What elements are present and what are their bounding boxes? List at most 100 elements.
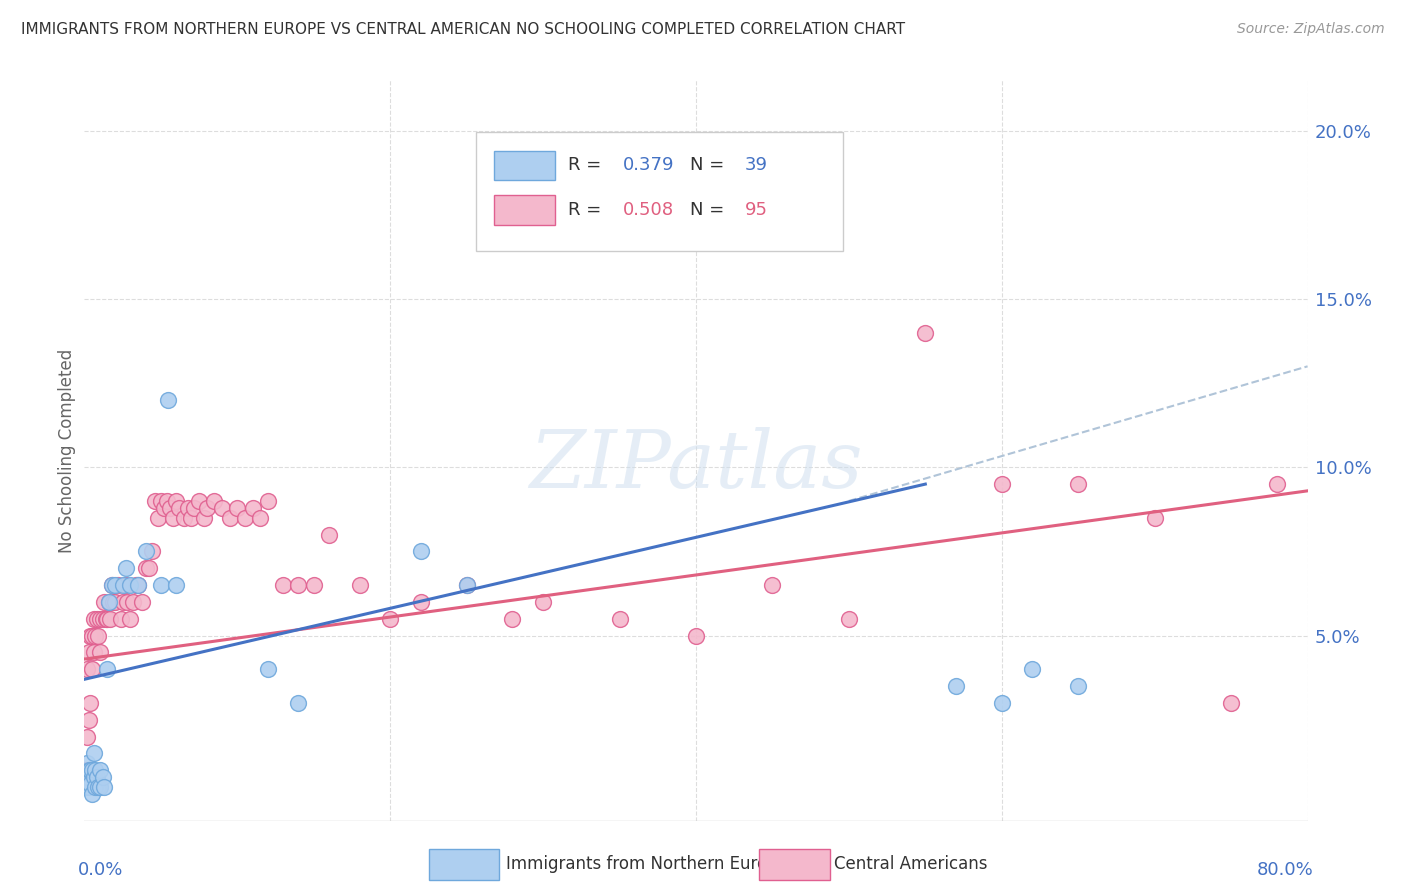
Point	[149, 494, 172, 508]
Point	[104, 595, 127, 609]
Point	[97, 595, 120, 609]
Point	[98, 612, 121, 626]
Point	[83, 645, 105, 659]
Point	[233, 510, 256, 524]
Point	[945, 679, 967, 693]
FancyBboxPatch shape	[475, 132, 842, 251]
Point	[89, 780, 111, 794]
Point	[87, 628, 110, 642]
Text: 0.508: 0.508	[623, 201, 673, 219]
Point	[122, 595, 145, 609]
Point	[111, 578, 134, 592]
Point	[76, 770, 98, 784]
Point	[609, 612, 631, 626]
Point	[159, 500, 181, 515]
Point	[93, 780, 115, 794]
Point	[349, 578, 371, 592]
Point	[91, 612, 114, 626]
Point	[76, 756, 98, 771]
Point	[138, 561, 160, 575]
Point	[125, 578, 148, 592]
Point	[914, 326, 936, 340]
Point	[79, 628, 101, 642]
Point	[380, 612, 402, 626]
Point	[257, 662, 280, 676]
Point	[162, 510, 184, 524]
Point	[131, 595, 153, 609]
Point	[991, 696, 1014, 710]
Point	[135, 561, 157, 575]
Point	[115, 595, 138, 609]
Point	[761, 578, 783, 592]
Point	[456, 578, 478, 592]
Point	[89, 612, 111, 626]
Point	[195, 500, 218, 515]
Point	[84, 763, 107, 777]
Point	[79, 696, 101, 710]
Point	[226, 500, 249, 515]
Point	[177, 500, 200, 515]
Point	[111, 595, 134, 609]
Point	[79, 776, 101, 791]
Point	[838, 612, 860, 626]
Point	[110, 612, 132, 626]
Point	[1143, 510, 1166, 524]
Point	[120, 578, 142, 592]
Point	[302, 578, 325, 592]
Point	[84, 628, 107, 642]
Point	[104, 578, 127, 592]
Point	[86, 770, 108, 784]
Point	[685, 628, 707, 642]
Point	[173, 510, 195, 524]
Text: 0.379: 0.379	[623, 156, 673, 175]
FancyBboxPatch shape	[494, 151, 555, 180]
Text: 0.0%: 0.0%	[79, 862, 124, 880]
Text: 80.0%: 80.0%	[1257, 862, 1313, 880]
Point	[257, 494, 280, 508]
Point	[1067, 679, 1090, 693]
Text: Immigrants from Northern Europe: Immigrants from Northern Europe	[506, 855, 787, 873]
Point	[218, 510, 240, 524]
Point	[146, 510, 169, 524]
Point	[409, 544, 432, 558]
Point	[1265, 477, 1288, 491]
Point	[271, 578, 294, 592]
Point	[86, 612, 108, 626]
Point	[83, 770, 105, 784]
Text: IMMIGRANTS FROM NORTHERN EUROPE VS CENTRAL AMERICAN NO SCHOOLING COMPLETED CORRE: IMMIGRANTS FROM NORTHERN EUROPE VS CENTR…	[21, 22, 905, 37]
Point	[77, 645, 100, 659]
Point	[114, 561, 136, 575]
Text: Central Americans: Central Americans	[834, 855, 987, 873]
Point	[202, 494, 225, 508]
Point	[165, 494, 187, 508]
Text: N =: N =	[690, 201, 730, 219]
Text: R =: R =	[568, 201, 606, 219]
Point	[80, 763, 103, 777]
Text: R =: R =	[568, 156, 606, 175]
Point	[180, 510, 202, 524]
Point	[157, 392, 180, 407]
Point	[89, 645, 111, 659]
Point	[80, 787, 103, 801]
Point	[101, 578, 124, 592]
Point	[502, 612, 524, 626]
Point	[114, 578, 136, 592]
Point	[165, 578, 187, 592]
Point	[127, 578, 149, 592]
Point	[456, 578, 478, 592]
Point	[103, 595, 125, 609]
FancyBboxPatch shape	[494, 195, 555, 225]
Point	[101, 578, 124, 592]
Point	[1067, 477, 1090, 491]
Point	[97, 595, 120, 609]
Text: ZIPatlas: ZIPatlas	[529, 426, 863, 504]
Point	[287, 578, 309, 592]
Point	[409, 595, 432, 609]
Point	[1220, 696, 1243, 710]
Point	[87, 780, 110, 794]
Point	[141, 544, 163, 558]
Point	[135, 544, 157, 558]
Point	[94, 612, 117, 626]
Point	[120, 612, 142, 626]
Point	[156, 494, 179, 508]
